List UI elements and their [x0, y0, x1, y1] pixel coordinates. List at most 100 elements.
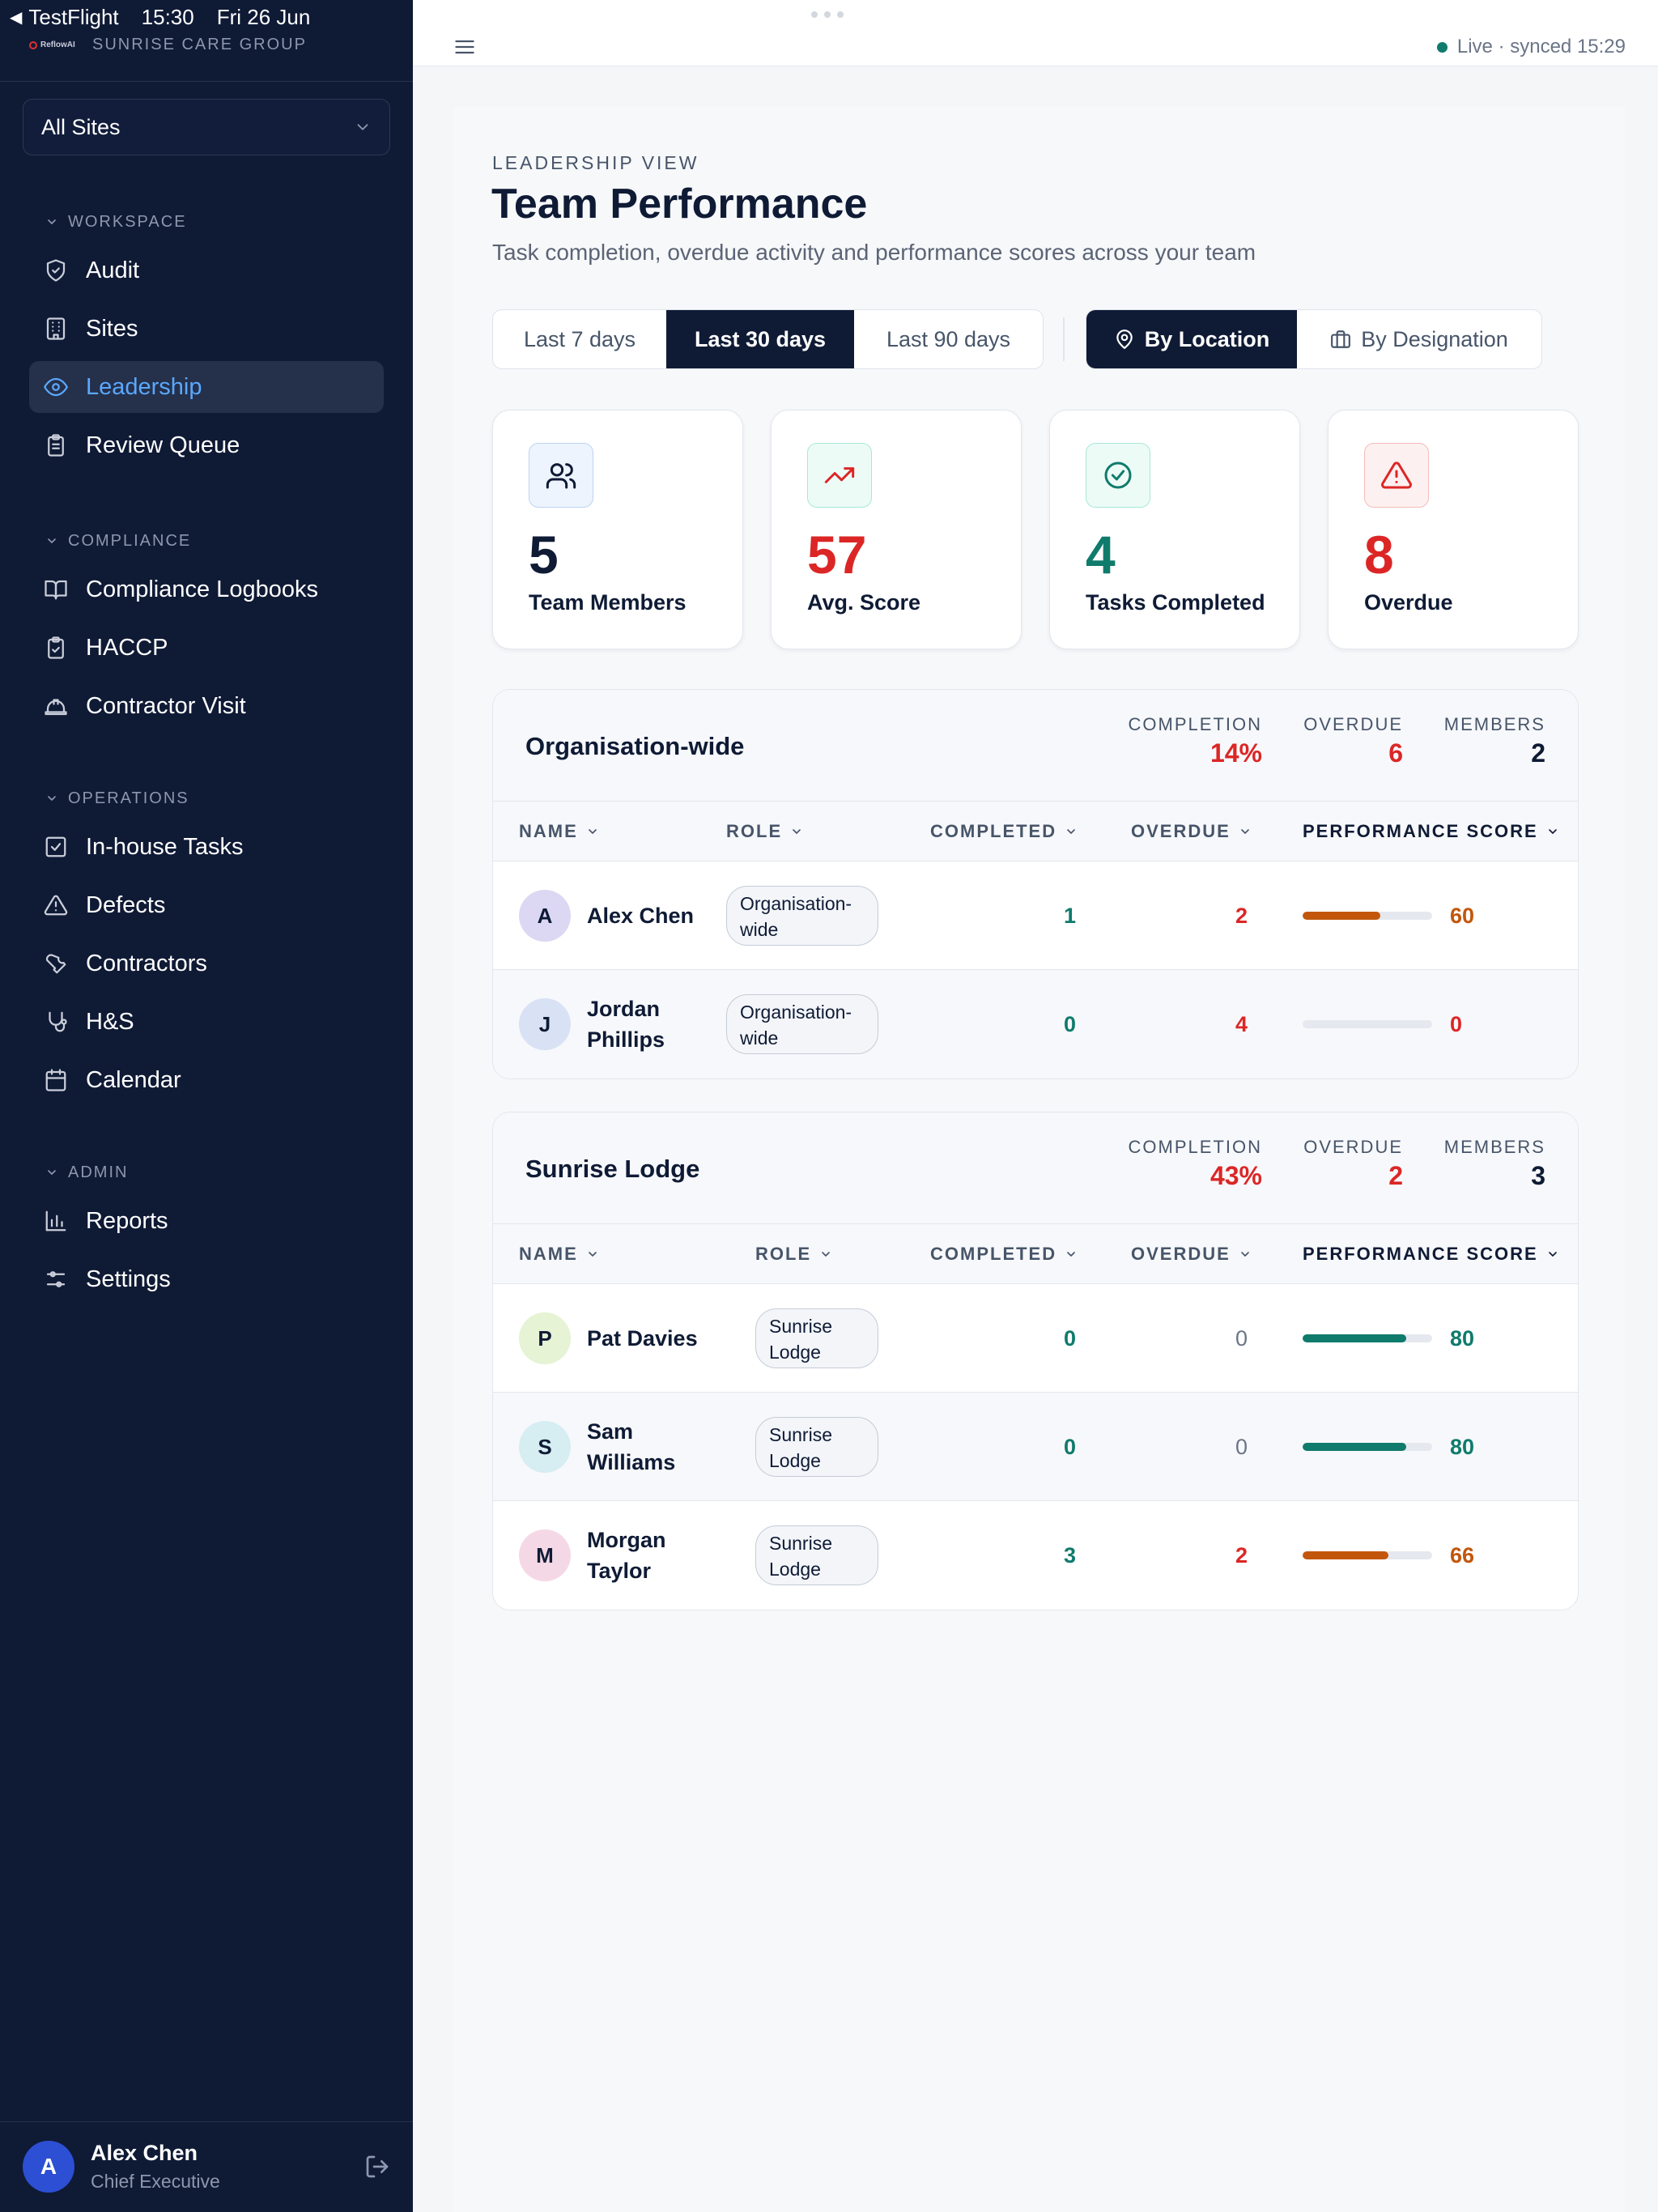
performance-bar: [1303, 912, 1432, 920]
column-header-score[interactable]: PERFORMANCE SCORE: [1303, 821, 1559, 842]
role-badge: Sunrise Lodge: [755, 1417, 878, 1477]
member-name: Jordan Phillips: [587, 997, 665, 1052]
performance-bar: [1303, 1334, 1432, 1342]
wrench-icon: [45, 954, 66, 974]
nav-section-compliance: COMPLIANCE Compliance Logbooks HACCP Con…: [0, 525, 413, 732]
avatar: J: [519, 998, 571, 1050]
column-header-label: COMPLETED: [930, 821, 1057, 841]
multitasking-dots-icon[interactable]: [811, 11, 844, 18]
column-header-score[interactable]: PERFORMANCE SCORE: [1303, 1244, 1559, 1265]
completed-count: 0: [1063, 1434, 1076, 1459]
column-header-role[interactable]: ROLE: [726, 821, 803, 842]
column-header-name[interactable]: NAME: [519, 1244, 599, 1265]
column-header-name[interactable]: NAME: [519, 821, 599, 842]
column-header-role[interactable]: ROLE: [755, 1244, 832, 1265]
section-header[interactable]: OPERATIONS: [0, 782, 413, 815]
sidebar-item-label: Reports: [86, 1207, 168, 1234]
back-app-label[interactable]: TestFlight: [28, 5, 119, 29]
sidebar-item-calendar[interactable]: Calendar: [29, 1054, 384, 1106]
stat-card-team-members: 5 Team Members: [492, 410, 743, 649]
section-header[interactable]: WORKSPACE: [0, 206, 413, 238]
group-title: Sunrise Lodge: [525, 1155, 700, 1183]
user-card[interactable]: A Alex Chen Chief Executive: [23, 2141, 390, 2193]
metric-label: COMPLETION: [1128, 1137, 1262, 1157]
sidebar-item-in-house-tasks[interactable]: In-house Tasks: [29, 821, 384, 873]
brand: ReflowAI SUNRISE CARE GROUP: [29, 36, 307, 54]
table-row[interactable]: S Sam Williams Sunrise Lodge 0 0 80: [493, 1393, 1578, 1501]
column-header-overdue[interactable]: OVERDUE: [1131, 821, 1252, 842]
chevron-down-icon: [588, 1252, 597, 1257]
stat-label: Tasks Completed: [1086, 590, 1265, 615]
user-info: Alex Chen Chief Executive: [91, 2141, 364, 2193]
sidebar-item-contractor-visit[interactable]: Contractor Visit: [29, 680, 384, 732]
topbar: Live · synced 15:29: [413, 0, 1658, 66]
sidebar-item-defects[interactable]: Defects: [29, 879, 384, 931]
sidebar-item-audit[interactable]: Audit: [29, 245, 384, 296]
completion-value: 14%: [1209, 738, 1262, 768]
sidebar-item-reports[interactable]: Reports: [29, 1195, 384, 1247]
sidebar-item-label: Review Queue: [86, 432, 240, 458]
table-row[interactable]: P Pat Davies Sunrise Lodge 0 0 80: [493, 1284, 1578, 1393]
time-range-option[interactable]: Last 7 days: [523, 326, 636, 351]
nav-section-admin: ADMIN Reports Settings: [0, 1156, 413, 1305]
sidebar-item-review-queue[interactable]: Review Queue: [29, 419, 384, 471]
time-range-option[interactable]: Last 90 days: [886, 326, 1011, 351]
stat-icon-box: [1086, 443, 1150, 508]
stat-label: Team Members: [529, 590, 687, 615]
menu-icon[interactable]: [453, 36, 476, 58]
column-header-completed[interactable]: COMPLETED: [930, 1244, 1078, 1265]
table-row[interactable]: A Alex Chen Organisation-wide 1 2 60: [493, 861, 1578, 970]
sidebar-item-label: Contractor Visit: [86, 692, 246, 719]
briefcase-icon: [1331, 330, 1351, 348]
section-title: OPERATIONS: [68, 789, 189, 807]
group-header: Sunrise Lodge COMPLETION 43% OVERDUE 2 M…: [493, 1112, 1578, 1224]
column-header-completed[interactable]: COMPLETED: [930, 821, 1078, 842]
group-by-designation-label: By Designation: [1361, 326, 1508, 351]
sidebar-item-settings[interactable]: Settings: [29, 1253, 384, 1305]
member-name: Morgan Taylor: [587, 1528, 666, 1583]
performance-score: 0: [1450, 1011, 1463, 1036]
square-check-icon: [45, 836, 66, 857]
column-header-overdue[interactable]: OVERDUE: [1131, 1244, 1252, 1265]
section-header[interactable]: COMPLIANCE: [0, 525, 413, 557]
divider: [1063, 317, 1065, 361]
overdue-value: 6: [1388, 738, 1403, 768]
sidebar-item-sites[interactable]: Sites: [29, 303, 384, 355]
column-header-label: NAME: [519, 1244, 578, 1264]
members-value: 2: [1531, 738, 1545, 768]
column-header-label: PERFORMANCE SCORE: [1303, 1244, 1538, 1264]
live-status: Live · synced 15:29: [1436, 36, 1626, 58]
table-header: NAME ROLE COMPLETED OVERDUE PERFORMANCE …: [493, 802, 1578, 861]
table-row[interactable]: M Morgan Taylor Sunrise Lodge 3 2 66: [493, 1501, 1578, 1610]
group-by-designation[interactable]: By Designation: [1297, 310, 1541, 368]
status-date: Fri 26 Jun: [216, 5, 311, 29]
book-open-icon: [45, 580, 67, 600]
table-row[interactable]: J Jordan Phillips Organisation-wide 0 4 …: [493, 970, 1578, 1078]
back-arrow-icon[interactable]: ◀: [10, 9, 23, 27]
sidebar-item-contractors[interactable]: Contractors: [29, 938, 384, 989]
sidebar-item-compliance-logbooks[interactable]: Compliance Logbooks: [29, 564, 384, 615]
site-selector[interactable]: All Sites: [23, 99, 390, 155]
group-by-location[interactable]: By Location: [1086, 310, 1297, 368]
completed-count: 0: [1063, 1011, 1076, 1036]
sidebar-item-haccp[interactable]: HACCP: [29, 622, 384, 674]
avatar: P: [519, 1312, 571, 1364]
metric-label: MEMBERS: [1443, 1137, 1545, 1157]
divider: [0, 2121, 413, 2122]
members-metric: MEMBERS 3: [1444, 1137, 1545, 1191]
column-header-label: NAME: [519, 821, 578, 841]
live-dot-icon: [1436, 41, 1448, 53]
performance-score: 80: [1450, 1434, 1475, 1459]
section-header[interactable]: ADMIN: [0, 1156, 413, 1189]
member-name: Sam Williams: [587, 1419, 676, 1474]
overdue-count: 4: [1235, 1011, 1248, 1036]
clipboard-check-icon: [48, 636, 64, 659]
sidebar-item-leadership[interactable]: Leadership: [29, 361, 384, 413]
sidebar-item-h-s[interactable]: H&S: [29, 996, 384, 1048]
logout-icon[interactable]: [364, 2154, 390, 2180]
overdue-count: 2: [1235, 1542, 1248, 1568]
role-badge: Sunrise Lodge: [755, 1525, 878, 1585]
chevron-down-icon: [48, 1170, 56, 1175]
chevron-down-icon: [357, 124, 368, 130]
time-range-option[interactable]: Last 30 days: [666, 310, 854, 368]
